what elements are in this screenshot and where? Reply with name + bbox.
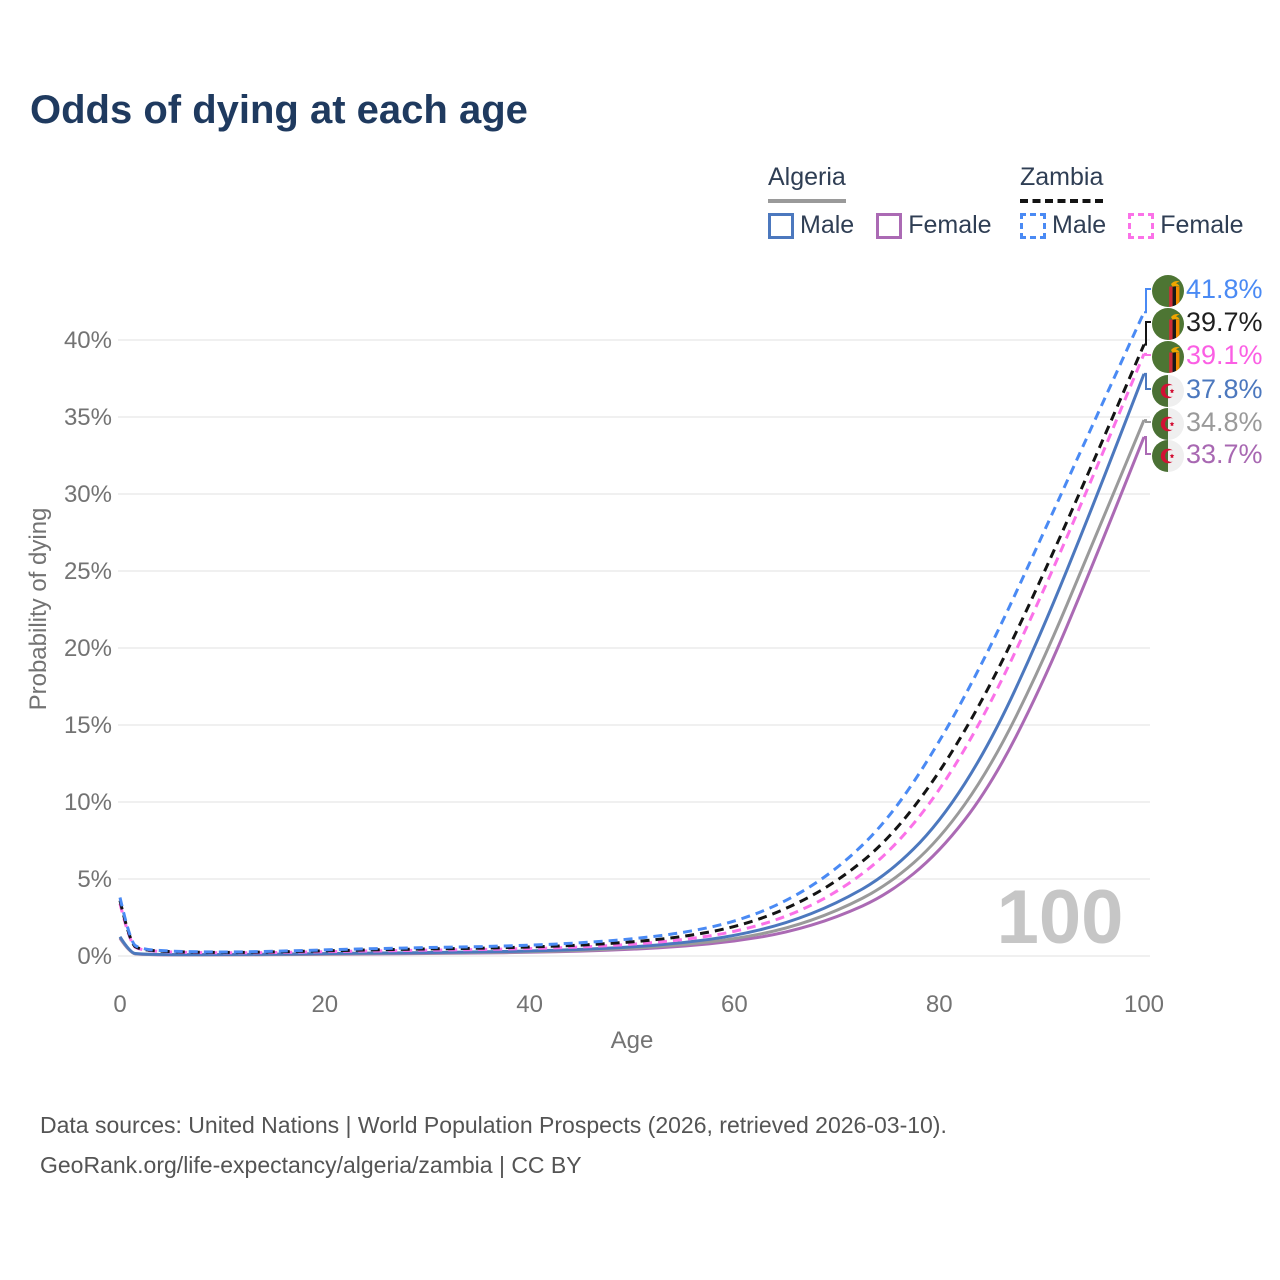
x-axis-title: Age	[611, 1027, 654, 1054]
zambia-flag-icon	[1152, 308, 1184, 340]
line-algeria-male	[118, 373, 1146, 957]
end-label-connector	[1144, 288, 1151, 314]
y-tick-label: 35%	[64, 404, 112, 431]
end-label-connector	[1144, 352, 1151, 356]
y-tick-label: 25%	[64, 558, 112, 585]
age-counter-watermark: 100	[997, 875, 1124, 960]
y-tick-label: 10%	[64, 789, 112, 816]
end-value-label: 37.8%	[1186, 374, 1263, 404]
end-label-connector	[1144, 372, 1151, 390]
solid-line-swatch-icon	[768, 212, 794, 239]
line-algeria-female	[118, 436, 1146, 957]
legend-item-zambia-female[interactable]: Female	[1128, 211, 1244, 240]
legend-item-label: Female	[1160, 211, 1244, 239]
y-tick-label: 30%	[64, 481, 112, 508]
x-tick-label: 80	[926, 991, 953, 1018]
legend-country-zambia: Zambia	[1020, 163, 1104, 203]
page-title: Odds of dying at each age	[30, 88, 528, 132]
zambia-flag-icon	[1152, 341, 1184, 373]
legend-group-algeria: Algeria Male Female	[768, 163, 992, 240]
x-tick-label: 0	[113, 991, 126, 1018]
dashed-line-swatch-icon	[1128, 212, 1155, 239]
y-tick-label: 15%	[64, 712, 112, 739]
legend-item-zambia-male[interactable]: Male	[1020, 211, 1106, 240]
y-tick-label: 40%	[64, 327, 112, 354]
x-tick-label: 40	[516, 991, 543, 1018]
legend-items-algeria: Male Female	[768, 211, 992, 240]
line-zambia-male	[118, 311, 1146, 954]
solid-line-swatch-icon	[876, 212, 903, 239]
x-tick-label: 100	[1124, 991, 1164, 1018]
y-tick-label: 0%	[77, 943, 112, 970]
end-label-connector	[1144, 436, 1151, 455]
y-tick-label: 20%	[64, 635, 112, 662]
line-zambia-female	[118, 353, 1146, 955]
attribution-line: GeoRank.org/life-expectancy/algeria/zamb…	[40, 1151, 582, 1178]
y-axis-title: Probability of dying	[25, 508, 52, 711]
y-tick-label: 5%	[77, 866, 112, 893]
data-source-note: Data sources: United Nations | World Pop…	[40, 1106, 947, 1185]
algeria-flag-icon	[1152, 375, 1184, 407]
end-value-label: 39.7%	[1186, 307, 1263, 337]
legend-item-label: Male	[1052, 211, 1107, 239]
algeria-flag-icon	[1152, 408, 1184, 440]
data-source-line: Data sources: United Nations | World Pop…	[40, 1112, 947, 1138]
x-tick-label: 60	[721, 991, 748, 1018]
x-tick-label: 20	[311, 991, 338, 1018]
zambia-flag-icon	[1152, 275, 1184, 307]
legend-group-zambia: Zambia Male Female	[1020, 163, 1244, 240]
legend-item-label: Female	[908, 211, 992, 239]
end-label-connector	[1144, 321, 1151, 346]
end-label-connector	[1144, 419, 1151, 423]
end-value-label: 41.8%	[1186, 274, 1263, 304]
end-value-label: 39.1%	[1186, 340, 1263, 370]
end-value-label: 34.8%	[1186, 407, 1263, 437]
end-value-label: 33.7%	[1186, 439, 1263, 469]
legend-item-algeria-female[interactable]: Female	[876, 211, 992, 240]
dashed-line-swatch-icon	[1020, 212, 1046, 239]
legend-items-zambia: Male Female	[1020, 211, 1244, 240]
legend-item-algeria-male[interactable]: Male	[768, 211, 854, 240]
legend-item-label: Male	[800, 211, 855, 239]
line-algeria-both-sexes	[118, 419, 1146, 957]
algeria-flag-icon	[1152, 440, 1184, 472]
legend-country-algeria: Algeria	[768, 163, 846, 203]
